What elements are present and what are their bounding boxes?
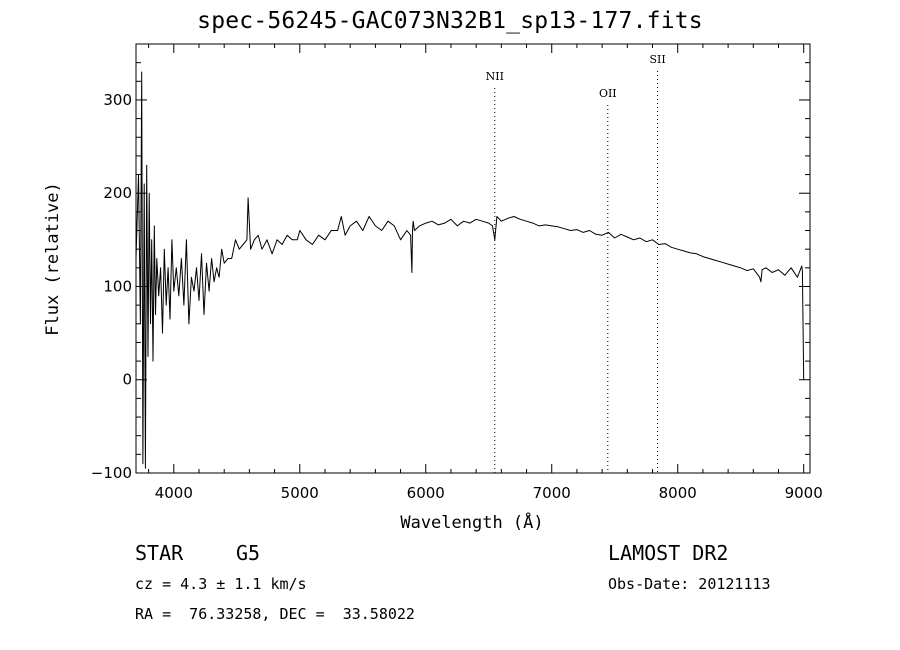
y-tick-label: 0	[122, 371, 132, 389]
axes: 4000 5000 6000 7000 8000 9000 −100 0 100 200 300	[91, 43, 823, 502]
y-tick-label: 100	[103, 277, 132, 295]
plot-title: spec-56245-GAC073N32B1_sp13-177.fits	[197, 8, 703, 34]
line-label-oii: OII	[599, 87, 617, 100]
x-tick-label: 5000	[281, 484, 319, 502]
coordinates: RA = 76.33258, DEC = 33.58022	[135, 605, 415, 623]
object-class: STAR	[135, 541, 184, 565]
x-tick-label: 7000	[533, 484, 571, 502]
y-tick-label: −100	[91, 464, 132, 482]
x-tick-label: 9000	[785, 484, 823, 502]
spectrum-series	[135, 71, 805, 469]
observation-date: Obs-Date: 20121113	[608, 575, 771, 593]
x-tick-label: 6000	[407, 484, 445, 502]
survey-name: LAMOST DR2	[608, 541, 729, 565]
x-axis-label: Wavelength (Å)	[400, 511, 543, 533]
y-tick-label: 200	[103, 184, 132, 202]
y-axis-label: Flux (relative)	[43, 182, 63, 336]
x-tick-label: 4000	[155, 484, 193, 502]
spectrum-line	[135, 71, 805, 469]
object-subclass: G5	[236, 541, 261, 565]
y-tick-label: 300	[103, 91, 132, 109]
x-tick-label: 8000	[659, 484, 697, 502]
redshift-cz: cz = 4.3 ± 1.1 km/s	[135, 575, 307, 593]
emission-line-markers: NII OII SII	[486, 53, 666, 473]
line-label-sii: SII	[649, 53, 665, 66]
line-label-nii: NII	[486, 70, 504, 83]
